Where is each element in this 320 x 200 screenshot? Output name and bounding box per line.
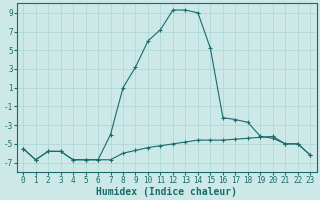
X-axis label: Humidex (Indice chaleur): Humidex (Indice chaleur)	[96, 186, 237, 197]
